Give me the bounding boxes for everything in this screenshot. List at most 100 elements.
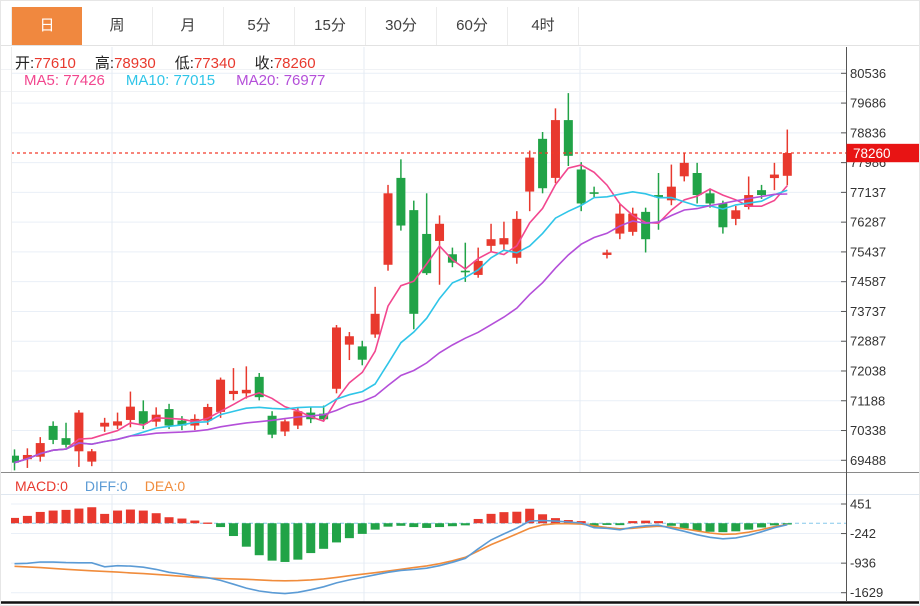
- candle: [550, 120, 560, 178]
- candle: [138, 411, 148, 424]
- macd-hist-bar: [87, 507, 97, 524]
- axis-tick-label: 79686: [850, 96, 886, 111]
- candle: [654, 195, 663, 198]
- macd-hist-bar: [512, 511, 522, 524]
- candle: [512, 218, 522, 258]
- macd-hist-bar: [241, 523, 251, 547]
- macd-hist-bar: [718, 523, 728, 533]
- macd-hist-bar: [731, 523, 741, 532]
- axis-tick-label: 74587: [850, 274, 886, 289]
- ma5-line: [14, 164, 788, 464]
- candle: [718, 203, 728, 228]
- candle: [332, 327, 341, 389]
- ma10-line: [14, 189, 788, 464]
- macd-hist-bar: [628, 521, 638, 524]
- candle: [769, 174, 779, 179]
- tab-5min[interactable]: 5分: [224, 7, 295, 45]
- high-legend: 高:78930: [94, 55, 156, 72]
- macd-hist-bar: [357, 523, 367, 534]
- macd-hist-bar: [280, 523, 290, 562]
- candle: [370, 313, 380, 335]
- macd-hist-bar: [138, 510, 148, 524]
- axis-tick-label: 70338: [850, 423, 886, 438]
- macd-hist-bar: [744, 523, 754, 530]
- tab-4hour[interactable]: 4时: [508, 7, 579, 45]
- macd-hist-bar: [679, 523, 689, 529]
- macd-hist-bar: [602, 523, 612, 525]
- candle: [164, 409, 174, 426]
- macd-hist-bar: [435, 523, 445, 528]
- diff-value-legend: DIFF:0: [84, 478, 128, 494]
- candle: [357, 346, 367, 360]
- macd-value-legend: MACD:0: [15, 478, 68, 494]
- tab-week[interactable]: 周: [82, 7, 153, 45]
- macd-hist-bar: [460, 523, 470, 526]
- candle: [615, 213, 625, 234]
- candle: [22, 454, 32, 460]
- timeframe-tabbar: 日周月 5分 15分 30分 60分 4时: [1, 1, 919, 46]
- candle: [679, 162, 689, 177]
- tab-day[interactable]: 日: [11, 7, 82, 45]
- candle: [499, 238, 509, 245]
- ma-legend: MA5: 77426 MA10: 77015 MA20: 76977: [24, 72, 325, 89]
- current-price-badge: [846, 143, 919, 163]
- tab-30min[interactable]: 30分: [366, 7, 437, 45]
- macd-legend: MACD:0 DIFF:0 DEA:0: [15, 478, 185, 494]
- macd-hist-bar: [293, 523, 303, 560]
- ma20-legend: MA20: 76977: [236, 72, 326, 89]
- grid: [1, 47, 846, 602]
- close-legend: 收:78260: [254, 55, 316, 72]
- macd-hist-bar: [447, 523, 457, 527]
- axis-tick-label: 69488: [850, 453, 886, 468]
- candle: [447, 254, 457, 263]
- macd-hist-bar: [705, 523, 715, 532]
- tab-month[interactable]: 月: [153, 7, 224, 45]
- ma5-legend: MA5: 77426: [24, 72, 105, 89]
- macd-hist-bar: [113, 510, 123, 524]
- candle: [538, 138, 548, 189]
- candle: [692, 172, 702, 196]
- axis-tick-label: -1629: [850, 585, 883, 600]
- candle: [100, 422, 110, 427]
- macd-hist-bar: [203, 522, 213, 524]
- macd-hist-bar: [177, 518, 187, 524]
- candle: [409, 210, 419, 314]
- macd-hist-bar: [254, 523, 264, 556]
- candle: [87, 451, 97, 462]
- candle: [731, 210, 741, 219]
- candle: [744, 195, 754, 207]
- macd-hist-bar: [190, 520, 200, 524]
- macd-hist-bar: [499, 512, 509, 524]
- candle: [61, 438, 71, 445]
- candle: [396, 177, 406, 226]
- candle: [383, 193, 393, 265]
- tab-15min[interactable]: 15分: [295, 7, 366, 45]
- macd-hist-bar: [61, 509, 71, 524]
- macd-hist-bar: [538, 514, 548, 524]
- candle: [589, 192, 599, 194]
- candle: [628, 213, 638, 232]
- tab-60min[interactable]: 60分: [437, 7, 508, 45]
- macd-hist-bar: [525, 508, 535, 524]
- macd-hist-bar: [306, 523, 316, 554]
- axis-tick-label: 78836: [850, 125, 886, 140]
- candle: [460, 270, 470, 273]
- macd-hist-bar: [344, 523, 354, 539]
- candle: [666, 186, 676, 201]
- axis-tick-label: -242: [850, 526, 876, 541]
- macd-hist-bar: [422, 523, 432, 528]
- macd-hist-bar: [396, 523, 406, 526]
- axis-tick-label: 72038: [850, 363, 886, 378]
- macd-hist-bar: [151, 513, 161, 524]
- macd-hist-bar: [383, 523, 393, 527]
- macd-hist-bar: [35, 511, 45, 524]
- low-legend: 低:77340: [174, 55, 236, 72]
- candle: [216, 379, 226, 412]
- macd-hist-bar: [11, 517, 19, 524]
- candle: [35, 443, 45, 457]
- macd-hist-bar: [370, 523, 380, 530]
- candle: [563, 120, 573, 156]
- macd-hist-bar: [782, 523, 792, 525]
